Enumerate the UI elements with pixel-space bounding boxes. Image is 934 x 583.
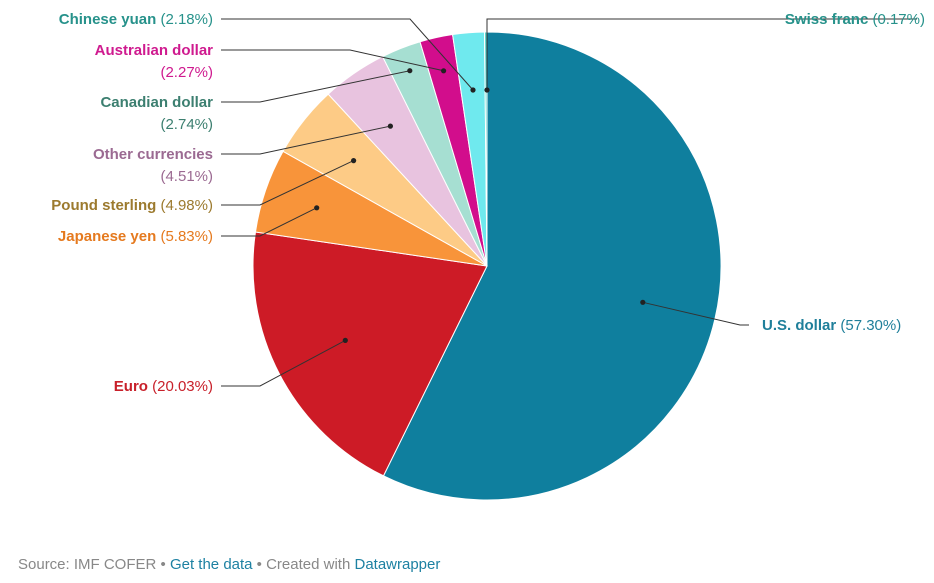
slice-name: Chinese yuan xyxy=(59,11,157,28)
chart-footer: Source: IMF COFER • Get the data • Creat… xyxy=(18,556,440,573)
label-euro: Euro (20.03%) xyxy=(114,378,213,395)
leader-line-canadian-dollar xyxy=(221,70,410,103)
slice-value: (5.83%) xyxy=(156,228,213,245)
label-canadian-dollar: (2.74%) xyxy=(160,116,213,133)
slice-name: U.S. dollar xyxy=(762,317,836,334)
label-canadian-dollar: Canadian dollar xyxy=(100,94,213,111)
slice-name: Pound sterling xyxy=(51,197,156,214)
leader-line-euro xyxy=(221,339,346,387)
created-with-text: • Created with xyxy=(252,556,355,573)
slice-value: (2.27%) xyxy=(160,64,213,81)
label-u-s-dollar: U.S. dollar (57.30%) xyxy=(762,317,901,334)
label-swiss-franc: Swiss franc (0.17%) xyxy=(785,11,925,28)
leader-line-other-currencies xyxy=(221,125,391,155)
leader-dot-australian-dollar xyxy=(441,68,447,74)
label-pound-sterling: Pound sterling (4.98%) xyxy=(51,197,213,214)
slice-value: (2.74%) xyxy=(160,116,213,133)
leader-dot-chinese-yuan xyxy=(470,87,476,93)
slice-euro xyxy=(252,231,488,477)
leader-dot-euro xyxy=(342,337,348,343)
slice-value: (4.51%) xyxy=(160,168,213,185)
get-the-data-link[interactable]: Get the data xyxy=(169,556,253,573)
label-other-currencies: (4.51%) xyxy=(160,168,213,185)
slice-name: Australian dollar xyxy=(95,42,214,59)
leader-line-u-s-dollar xyxy=(642,301,749,326)
leader-dot-canadian-dollar xyxy=(407,68,413,74)
label-other-currencies: Other currencies xyxy=(93,146,213,163)
label-japanese-yen: Japanese yen (5.83%) xyxy=(58,228,213,245)
leader-lines xyxy=(221,18,917,387)
leader-dot-swiss-franc xyxy=(484,87,490,93)
slice-value: (20.03%) xyxy=(148,378,213,395)
leader-line-swiss-franc xyxy=(486,18,917,90)
footer-separator: • xyxy=(156,556,170,573)
datawrapper-link[interactable]: Datawrapper xyxy=(354,556,441,573)
slice-value: (2.18%) xyxy=(156,11,213,28)
leader-dot-u-s-dollar xyxy=(640,299,646,305)
slice-name: Swiss franc xyxy=(785,11,868,28)
slice-value: (57.30%) xyxy=(836,317,901,334)
slice-name: Other currencies xyxy=(93,146,213,163)
leader-line-japanese-yen xyxy=(221,207,317,237)
leader-dot-pound-sterling xyxy=(351,158,357,164)
leader-line-australian-dollar xyxy=(221,49,444,72)
leader-dot-other-currencies xyxy=(387,123,393,129)
label-chinese-yuan: Chinese yuan (2.18%) xyxy=(59,11,213,28)
label-australian-dollar: Australian dollar xyxy=(95,42,214,59)
leader-line-chinese-yuan xyxy=(221,18,474,91)
leader-line-pound-sterling xyxy=(221,160,354,206)
source-text: Source: IMF COFER xyxy=(18,556,157,573)
slice-labels: U.S. dollar (57.30%) Euro (20.03%) Japanes… xyxy=(51,11,925,395)
slice-name: Japanese yen xyxy=(58,228,156,245)
pie-slices xyxy=(252,31,722,501)
slice-value: (0.17%) xyxy=(868,11,925,28)
label-australian-dollar: (2.27%) xyxy=(160,64,213,81)
slice-name: Canadian dollar xyxy=(100,94,213,111)
leader-dot-japanese-yen xyxy=(314,205,320,211)
slice-name: Euro xyxy=(114,378,148,395)
slice-value: (4.98%) xyxy=(156,197,213,214)
